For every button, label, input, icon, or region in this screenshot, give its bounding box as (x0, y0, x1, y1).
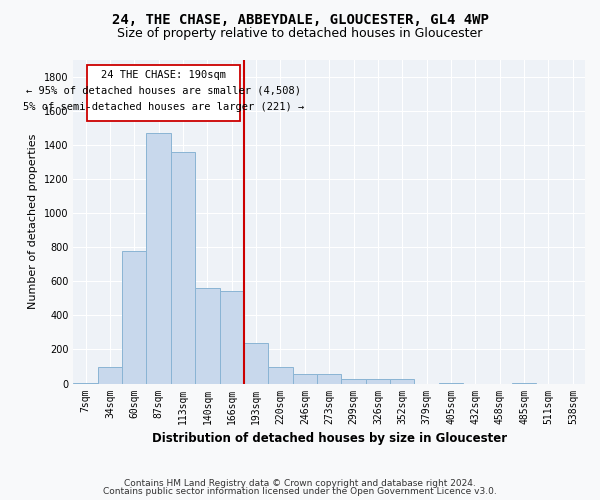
Bar (317, 374, 341, 384)
Y-axis label: Number of detached properties: Number of detached properties (28, 134, 38, 310)
FancyBboxPatch shape (88, 65, 240, 122)
X-axis label: Distribution of detached houses by size in Gloucester: Distribution of detached houses by size … (152, 432, 507, 445)
Text: 5% of semi-detached houses are larger (221) →: 5% of semi-detached houses are larger (2… (23, 102, 305, 112)
Text: 24, THE CHASE, ABBEYDALE, GLOUCESTER, GL4 4WP: 24, THE CHASE, ABBEYDALE, GLOUCESTER, GL… (112, 12, 488, 26)
Text: 24 THE CHASE: 190sqm: 24 THE CHASE: 190sqm (101, 70, 226, 80)
Bar (98, 366, 122, 384)
Bar (122, 250, 146, 384)
Bar (73, 382, 98, 384)
Text: Size of property relative to detached houses in Gloucester: Size of property relative to detached ho… (118, 28, 482, 40)
Bar (220, 290, 244, 384)
Bar (195, 288, 220, 384)
Bar (390, 380, 415, 384)
Bar (512, 382, 536, 384)
Text: Contains public sector information licensed under the Open Government Licence v3: Contains public sector information licen… (103, 487, 497, 496)
Bar (171, 152, 195, 384)
Bar (244, 342, 268, 384)
Bar (293, 374, 317, 384)
Text: ← 95% of detached houses are smaller (4,508): ← 95% of detached houses are smaller (4,… (26, 86, 301, 96)
Bar (366, 380, 390, 384)
Bar (146, 133, 171, 384)
Bar (439, 382, 463, 384)
Text: Contains HM Land Registry data © Crown copyright and database right 2024.: Contains HM Land Registry data © Crown c… (124, 478, 476, 488)
Bar (268, 368, 293, 384)
Bar (341, 380, 366, 384)
